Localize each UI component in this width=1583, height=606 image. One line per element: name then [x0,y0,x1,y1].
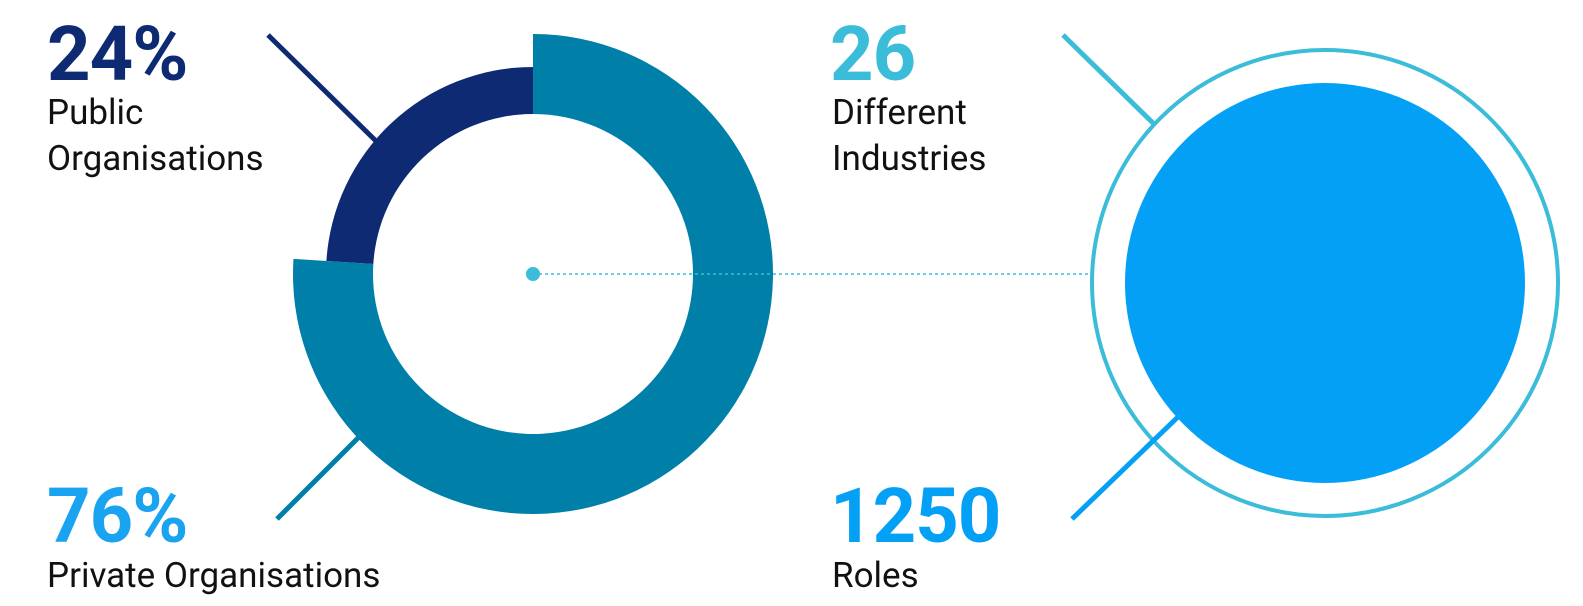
leader-line [266,33,380,145]
leader-line [275,434,362,521]
stat-label: Roles [832,555,919,596]
stat-value: 26 [830,9,916,99]
value-label: 24% [47,9,188,99]
outer-ring [1090,48,1560,518]
leader-line [1061,33,1157,127]
value-label: 76% [47,471,188,561]
inner-circle [1125,83,1525,483]
center-dot [526,267,540,281]
donut-segment [326,67,533,264]
leader-line [1070,413,1182,521]
category-label: Private Organisations [47,555,381,596]
donut-segment [292,34,773,514]
stat-value: 1250 [830,471,1001,561]
stat-label: Different Industries [832,92,987,179]
category-label: Public Organisations [47,92,264,179]
